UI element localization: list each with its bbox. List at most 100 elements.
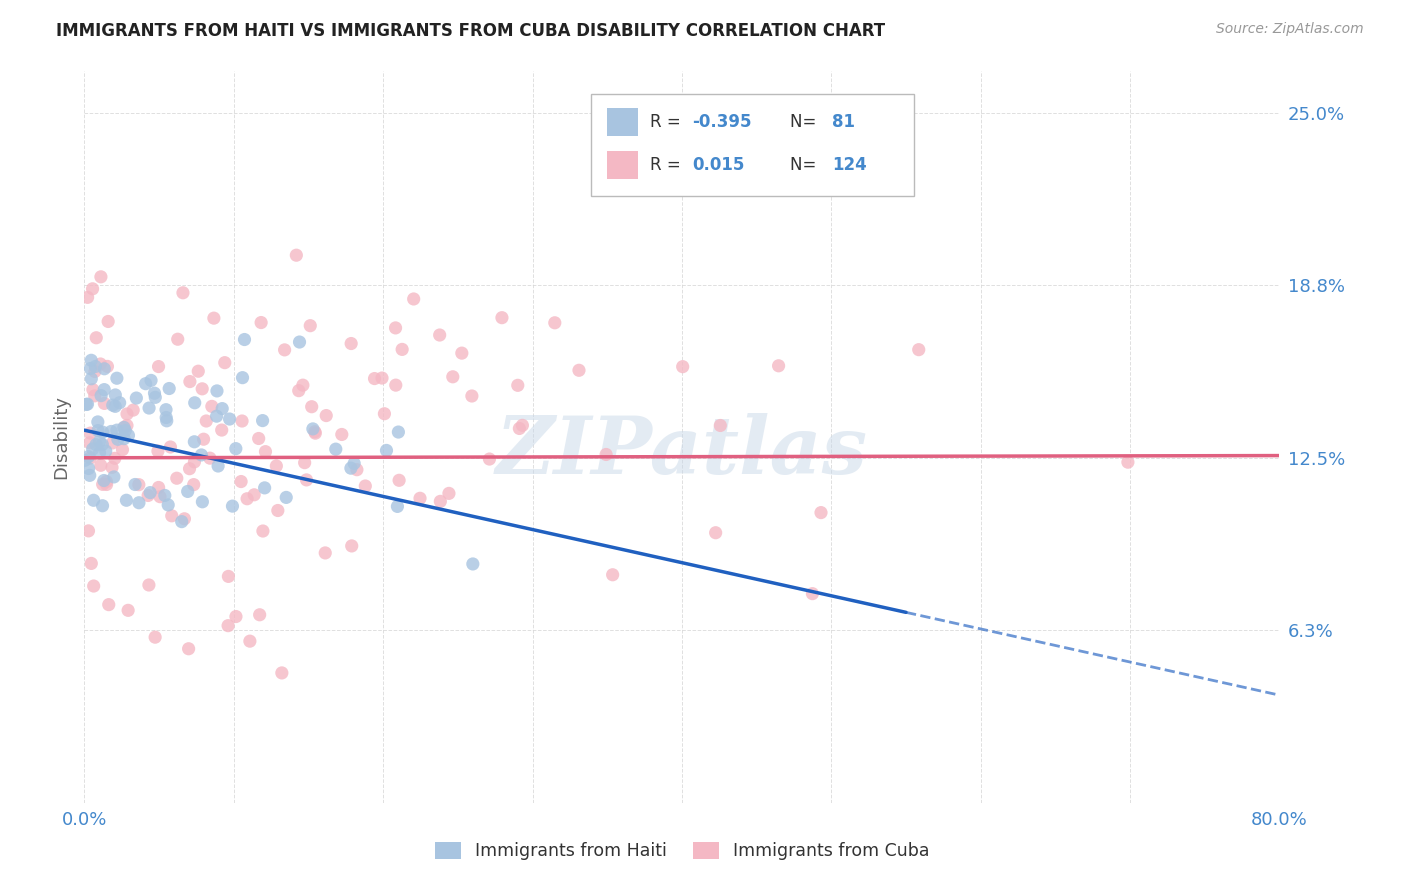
Point — [97, 598, 120, 612]
Point — [143, 630, 166, 644]
Point — [266, 458, 288, 473]
Point — [478, 452, 501, 467]
Point — [83, 579, 105, 593]
Point — [84, 331, 107, 345]
Point — [83, 493, 105, 508]
Point — [76, 290, 98, 304]
Point — [387, 500, 409, 514]
Point — [231, 370, 253, 384]
Point — [506, 378, 529, 392]
Point — [285, 248, 308, 262]
Point — [96, 359, 118, 374]
Point — [221, 499, 243, 513]
Point — [79, 361, 101, 376]
Point — [672, 359, 695, 374]
Point — [301, 400, 323, 414]
Text: 124: 124 — [832, 156, 868, 174]
Point — [191, 495, 214, 509]
Point — [211, 423, 233, 437]
Point — [429, 494, 451, 508]
Point — [402, 292, 425, 306]
Point — [101, 436, 124, 450]
Point — [112, 420, 135, 434]
Point — [135, 376, 157, 391]
Point — [79, 468, 101, 483]
Point — [810, 506, 832, 520]
Point — [709, 418, 731, 433]
Text: N=: N= — [790, 113, 821, 131]
Point — [602, 567, 624, 582]
Point — [314, 546, 336, 560]
Point — [103, 470, 125, 484]
Point — [409, 491, 432, 506]
Point — [93, 361, 115, 376]
Point — [330, 427, 353, 442]
Point — [225, 609, 247, 624]
Text: ZIPatlas: ZIPatlas — [496, 413, 868, 491]
Point — [93, 383, 115, 397]
Point — [89, 434, 111, 449]
Point — [76, 397, 98, 411]
Point — [91, 437, 114, 451]
Point — [160, 508, 183, 523]
Point — [80, 557, 103, 571]
Point — [77, 450, 100, 464]
Point — [90, 458, 112, 473]
Point — [122, 403, 145, 417]
Point — [907, 343, 929, 357]
Point — [294, 456, 316, 470]
Point — [363, 371, 385, 385]
Point — [84, 364, 107, 378]
Point — [491, 310, 513, 325]
Point — [173, 512, 195, 526]
Point — [304, 425, 326, 439]
Point — [176, 484, 198, 499]
Point — [287, 384, 309, 398]
Point — [96, 477, 118, 491]
Point — [108, 395, 131, 409]
Text: 81: 81 — [832, 113, 855, 131]
Point — [128, 477, 150, 491]
Point — [437, 486, 460, 500]
Point — [461, 389, 484, 403]
Point — [124, 477, 146, 491]
Point — [346, 463, 368, 477]
Point — [179, 375, 201, 389]
Point — [512, 418, 534, 433]
Point — [101, 460, 124, 475]
Text: R =: R = — [650, 156, 686, 174]
Point — [191, 382, 214, 396]
Point — [217, 569, 239, 583]
Text: IMMIGRANTS FROM HAITI VS IMMIGRANTS FROM CUBA DISABILITY CORRELATION CHART: IMMIGRANTS FROM HAITI VS IMMIGRANTS FROM… — [56, 22, 886, 40]
Point — [225, 442, 247, 456]
Point — [155, 402, 177, 417]
Point — [104, 451, 127, 466]
Point — [354, 479, 377, 493]
Point — [107, 433, 129, 447]
Point — [128, 496, 150, 510]
Point — [249, 607, 271, 622]
Point — [91, 499, 114, 513]
Point — [568, 363, 591, 377]
Point — [1116, 455, 1139, 469]
Point — [111, 442, 134, 457]
Point — [595, 447, 617, 461]
Point — [450, 346, 472, 360]
Point — [441, 369, 464, 384]
Point — [115, 493, 138, 508]
Point — [214, 356, 236, 370]
Point — [304, 426, 326, 441]
Point — [138, 401, 160, 415]
Point — [79, 426, 101, 441]
Point — [82, 282, 104, 296]
Point — [243, 488, 266, 502]
Point — [205, 384, 228, 398]
Point — [299, 318, 322, 333]
Point — [544, 316, 567, 330]
Point — [253, 481, 276, 495]
Point — [89, 357, 111, 371]
Point — [159, 440, 181, 454]
Point — [218, 412, 240, 426]
Point — [183, 455, 205, 469]
Point — [270, 665, 292, 680]
